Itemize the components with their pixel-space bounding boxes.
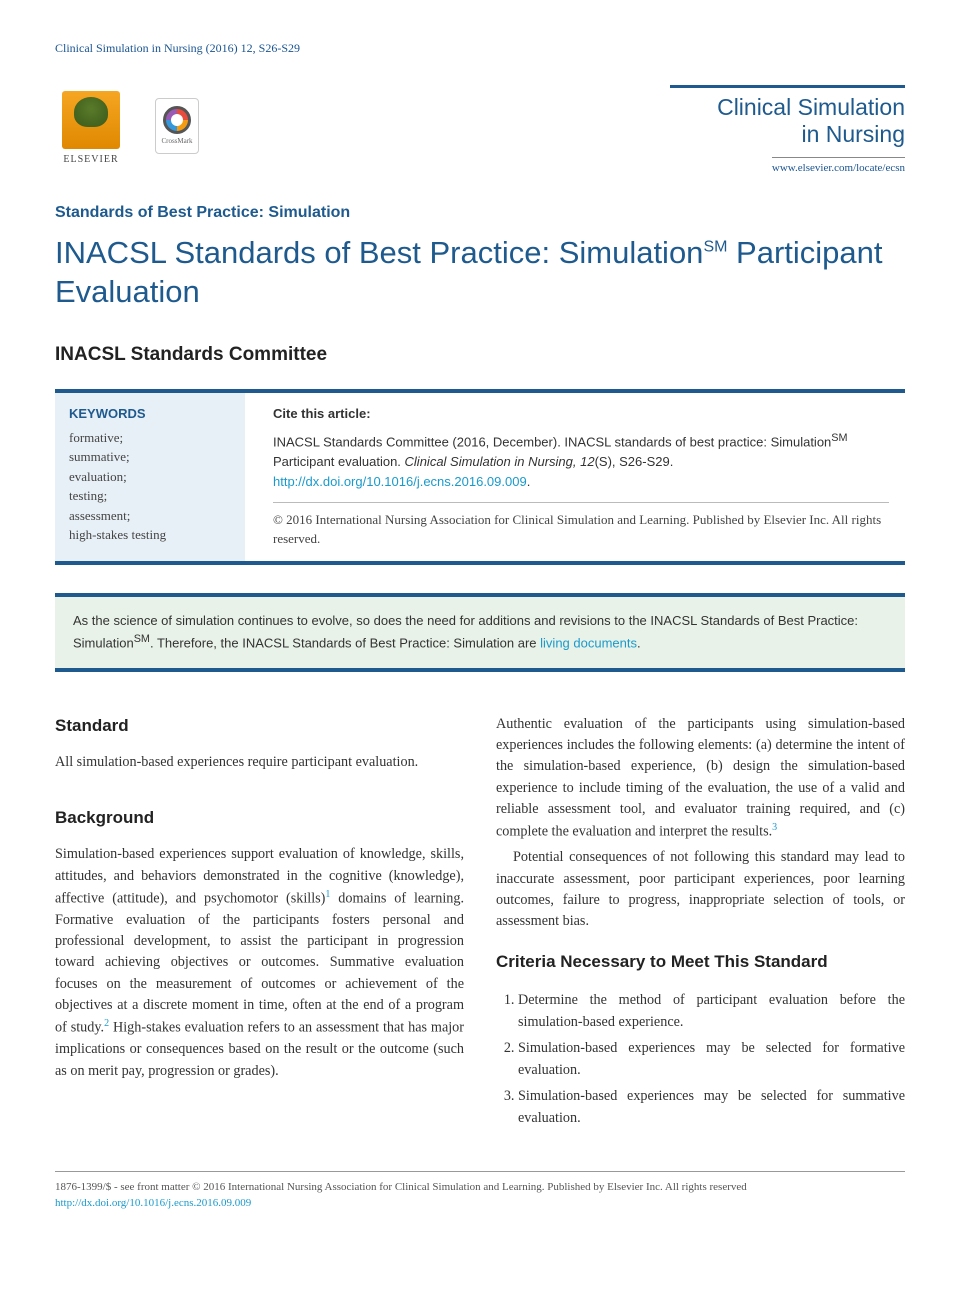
- heading-standard: Standard: [55, 714, 464, 739]
- cite-box: Cite this article: INACSL Standards Comm…: [245, 393, 905, 561]
- authors: INACSL Standards Committee: [55, 341, 905, 369]
- background-text: Simulation-based experiences support eva…: [55, 844, 464, 1082]
- footer: 1876-1399/$ - see front matter © 2016 In…: [55, 1171, 905, 1212]
- elsevier-tree-icon: [62, 91, 120, 149]
- notice-box: As the science of simulation continues t…: [55, 593, 905, 672]
- title-pre: INACSL Standards of Best Practice: Simul…: [55, 235, 703, 270]
- cite-post: (S), S26-S29.: [595, 454, 674, 469]
- criteria-list: Determine the method of participant eval…: [496, 989, 905, 1129]
- living-documents-link[interactable]: living documents: [540, 636, 637, 651]
- logos: ELSEVIER CrossMark: [55, 85, 199, 167]
- cite-period: .: [527, 474, 531, 489]
- journal-title-line2: in Nursing: [801, 121, 905, 147]
- criteria-item: Simulation-based experiences may be sele…: [518, 1085, 905, 1129]
- right-p1: Authentic evaluation of the participants…: [496, 714, 905, 844]
- footer-doi-link[interactable]: http://dx.doi.org/10.1016/j.ecns.2016.09…: [55, 1197, 251, 1209]
- criteria-item: Simulation-based experiences may be sele…: [518, 1037, 905, 1081]
- article-title: INACSL Standards of Best Practice: Simul…: [55, 234, 905, 312]
- cite-pre: INACSL Standards Committee (2016, Decemb…: [273, 434, 831, 449]
- heading-criteria: Criteria Necessary to Meet This Standard: [496, 950, 905, 975]
- keywords-label: KEYWORDS: [69, 405, 231, 424]
- notice-sm: SM: [134, 633, 150, 645]
- cite-label: Cite this article:: [273, 405, 889, 424]
- title-sm: SM: [703, 238, 727, 255]
- standard-text: All simulation-based experiences require…: [55, 752, 464, 773]
- meta-row: KEYWORDS formative; summative; evaluatio…: [55, 389, 905, 565]
- header-citation[interactable]: Clinical Simulation in Nursing (2016) 12…: [55, 40, 905, 57]
- bg-1b: domains of learning. Formative evaluatio…: [55, 891, 464, 1037]
- journal-title-line1: Clinical Simulation: [717, 94, 905, 120]
- crossmark-badge[interactable]: CrossMark: [155, 98, 199, 154]
- journal-box: Clinical Simulation in Nursing www.elsev…: [670, 85, 905, 178]
- right-p2: Potential consequences of not following …: [496, 847, 905, 932]
- bg-1c: High-stakes evaluation refers to an asse…: [55, 1020, 464, 1079]
- header-row: ELSEVIER CrossMark Clinical Simulation i…: [55, 85, 905, 178]
- criteria-item: Determine the method of participant eval…: [518, 989, 905, 1033]
- keywords-box: KEYWORDS formative; summative; evaluatio…: [55, 393, 245, 561]
- section-tag: Standards of Best Practice: Simulation: [55, 201, 905, 224]
- cite-text: INACSL Standards Committee (2016, Decemb…: [273, 430, 889, 493]
- doi-link[interactable]: http://dx.doi.org/10.1016/j.ecns.2016.09…: [273, 474, 527, 489]
- copyright-line: © 2016 International Nursing Association…: [273, 502, 889, 549]
- left-column: Standard All simulation-based experience…: [55, 714, 464, 1133]
- elsevier-label: ELSEVIER: [63, 153, 118, 168]
- notice-mid: . Therefore, the INACSL Standards of Bes…: [150, 636, 540, 651]
- cite-mid: Participant evaluation.: [273, 454, 405, 469]
- elsevier-logo[interactable]: ELSEVIER: [55, 85, 127, 167]
- cite-journal: Clinical Simulation in Nursing, 12: [405, 454, 595, 469]
- crossmark-icon: [163, 106, 191, 134]
- r1a: Authentic evaluation of the participants…: [496, 716, 905, 840]
- journal-url-link[interactable]: www.elsevier.com/locate/ecsn: [772, 157, 905, 177]
- heading-background: Background: [55, 806, 464, 831]
- right-column: Authentic evaluation of the participants…: [496, 714, 905, 1133]
- keywords-list: formative; summative; evaluation; testin…: [69, 428, 231, 545]
- journal-title: Clinical Simulation in Nursing: [670, 94, 905, 147]
- crossmark-label: CrossMark: [161, 136, 192, 146]
- cite-sm: SM: [831, 432, 847, 444]
- footer-line1: 1876-1399/$ - see front matter © 2016 In…: [55, 1180, 905, 1196]
- notice-post: .: [637, 636, 641, 651]
- body-columns: Standard All simulation-based experience…: [55, 714, 905, 1133]
- ref-3[interactable]: 3: [772, 822, 777, 833]
